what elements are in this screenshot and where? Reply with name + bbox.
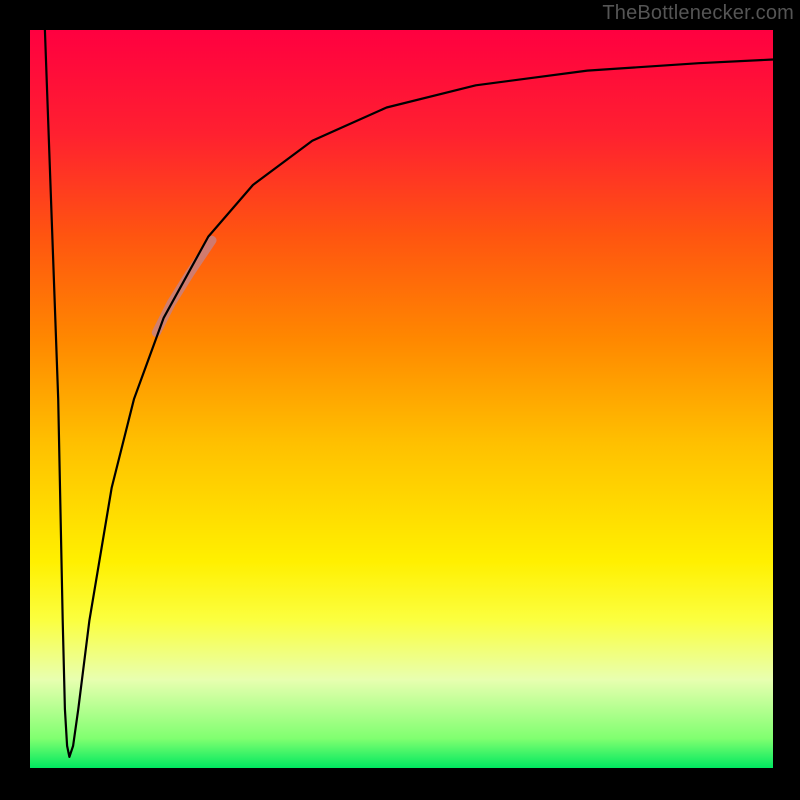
highlight-segment	[156, 240, 212, 332]
main-curve	[45, 30, 773, 757]
chart-container: TheBottlenecker.com	[0, 0, 800, 800]
curve-svg	[30, 30, 773, 768]
watermark-label: TheBottlenecker.com	[602, 2, 794, 25]
plot-area	[30, 30, 773, 768]
